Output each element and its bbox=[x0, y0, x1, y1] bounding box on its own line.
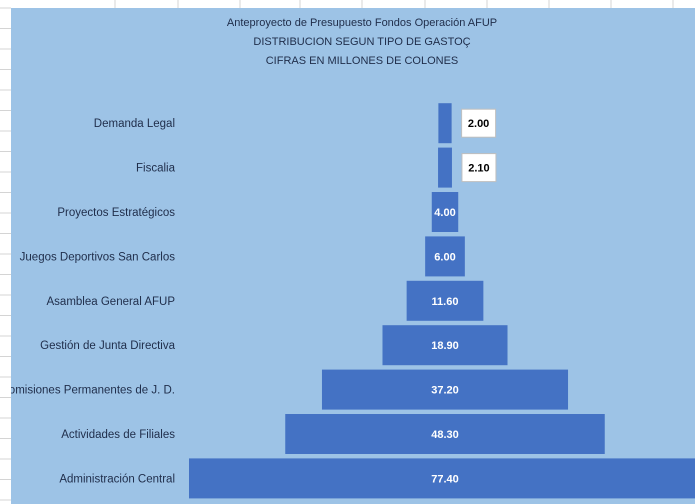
funnel-bar[interactable] bbox=[406, 280, 484, 321]
value-labels: 2.00 2.10 4.00 6.00 11.60 18.90 37.20 48.30 77.4… bbox=[431, 108, 497, 485]
category-label: Asamblea General AFUP bbox=[47, 296, 176, 308]
chart-title-line-2: DISTRIBUCION SEGUN TIPO DE GASTOÇ bbox=[253, 36, 470, 48]
funnel-bar[interactable] bbox=[431, 192, 459, 232]
value-label-box bbox=[461, 108, 497, 138]
value-label: 37.20 bbox=[431, 385, 459, 397]
category-label: Juegos Deportivos San Carlos bbox=[20, 251, 176, 263]
value-label: 6.00 bbox=[434, 251, 455, 263]
plot-area bbox=[182, 101, 183, 501]
category-labels: Demanda Legal Fiscalia Proyectos Estratégi… bbox=[11, 118, 176, 485]
value-label: 2.00 bbox=[468, 118, 489, 130]
category-label: Comisiones Permanentes de J. D. bbox=[11, 385, 175, 397]
value-label: 4.00 bbox=[434, 207, 455, 219]
category-label: Administración Central bbox=[59, 473, 175, 485]
value-label: 2.10 bbox=[468, 163, 489, 175]
funnel-bars bbox=[182, 101, 695, 501]
funnel-bar[interactable] bbox=[425, 236, 465, 277]
funnel-bar[interactable] bbox=[189, 458, 695, 499]
funnel-bar[interactable] bbox=[438, 103, 452, 144]
value-label: 11.60 bbox=[432, 296, 459, 308]
chart-title-line-1: Anteproyecto de Presupuesto Fondos Opera… bbox=[227, 17, 497, 29]
chart-title-line-3: CIFRAS EN MILLONES DE COLONES bbox=[266, 55, 459, 67]
value-label: 77.40 bbox=[431, 473, 459, 485]
category-label: Demanda Legal bbox=[94, 118, 175, 130]
chart-title: Anteproyecto de Presupuesto Fondos Opera… bbox=[227, 17, 497, 67]
funnel-bar[interactable] bbox=[438, 147, 452, 188]
funnel-chart: Anteproyecto de Presupuesto Fondos Opera… bbox=[11, 17, 695, 501]
funnel-bar[interactable] bbox=[285, 414, 605, 454]
value-label: 48.30 bbox=[431, 429, 459, 441]
funnel-bar[interactable] bbox=[321, 369, 569, 410]
category-label: Proyectos Estratégicos bbox=[57, 207, 175, 219]
category-label: Fiscalia bbox=[136, 163, 176, 175]
value-label: 18.90 bbox=[431, 340, 459, 352]
chart-area[interactable]: Anteproyecto de Presupuesto Fondos Opera… bbox=[11, 8, 695, 504]
category-label: Gestión de Junta Directiva bbox=[40, 340, 175, 352]
value-label-box bbox=[461, 153, 497, 183]
funnel-bar[interactable] bbox=[382, 325, 508, 366]
category-label: Actividades de Filiales bbox=[61, 429, 175, 441]
